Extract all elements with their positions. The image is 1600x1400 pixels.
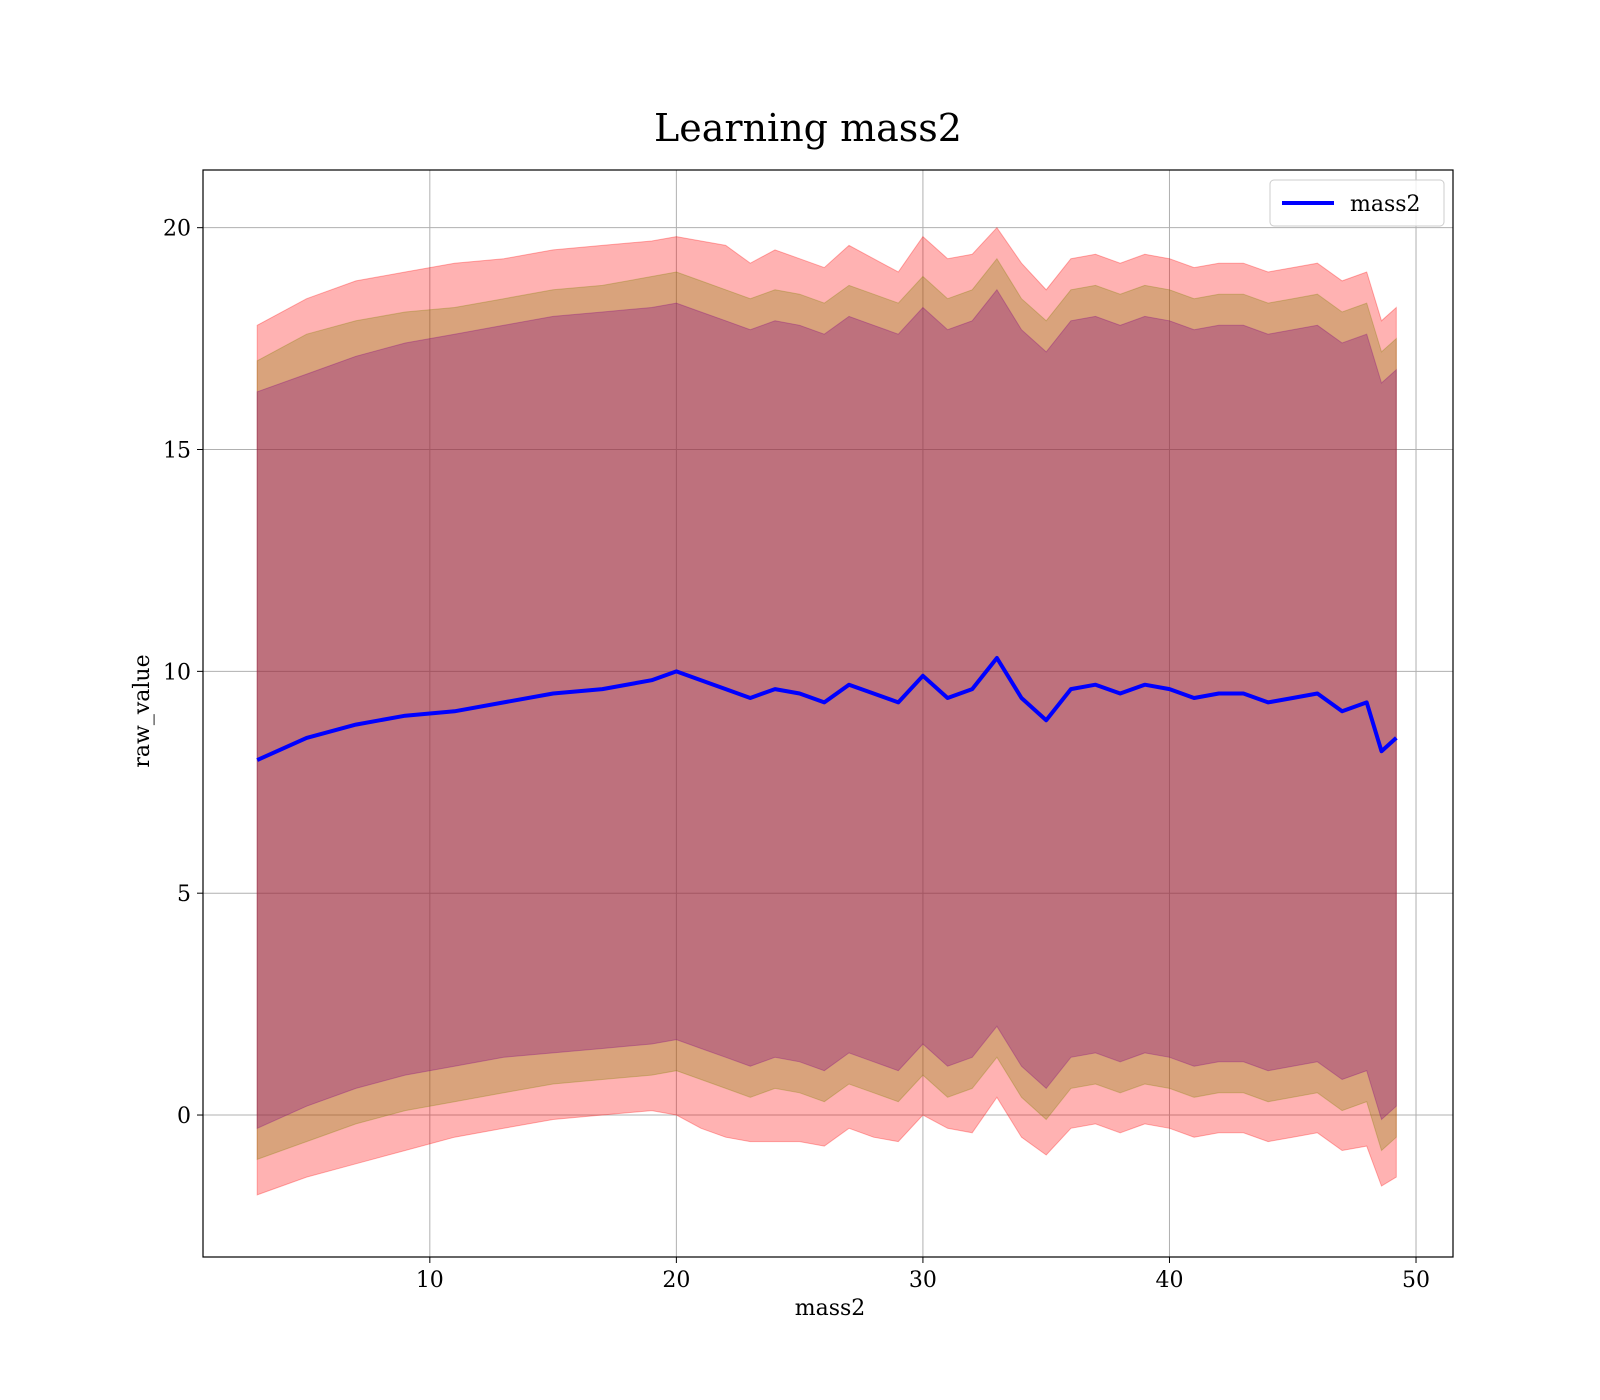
grid [203,170,1453,1257]
x-tick-label: 40 [1155,1268,1183,1293]
band-middle [256,257,1397,1161]
x-tick-label: 10 [416,1268,444,1293]
x-axis-label: mass2 [795,1296,866,1321]
chart-title: Learning mass2 [654,106,962,150]
y-axis-label: raw_value [130,654,155,767]
confidence-bands [256,226,1397,1196]
x-tick-label: 30 [909,1268,937,1293]
axis-ticks: 10 20 30 40 50 0 5 10 15 20 [163,217,1430,1293]
y-tick-label: 20 [163,217,191,242]
series-line-mass2 [256,656,1398,762]
legend-box [1269,179,1445,227]
y-tick-label: 15 [163,439,191,464]
legend-label: mass2 [1350,192,1421,217]
y-tick-label: 5 [177,882,191,907]
y-tick-label: 10 [163,660,191,685]
legend: mass2 [1269,179,1445,227]
x-tick-label: 50 [1402,1268,1430,1293]
band-outer [256,226,1397,1196]
y-tick-label: 0 [177,1104,191,1129]
plot-frame [202,169,1454,1258]
band-inner [256,288,1397,1130]
series-lines [256,656,1398,762]
x-tick-label: 20 [662,1268,690,1293]
